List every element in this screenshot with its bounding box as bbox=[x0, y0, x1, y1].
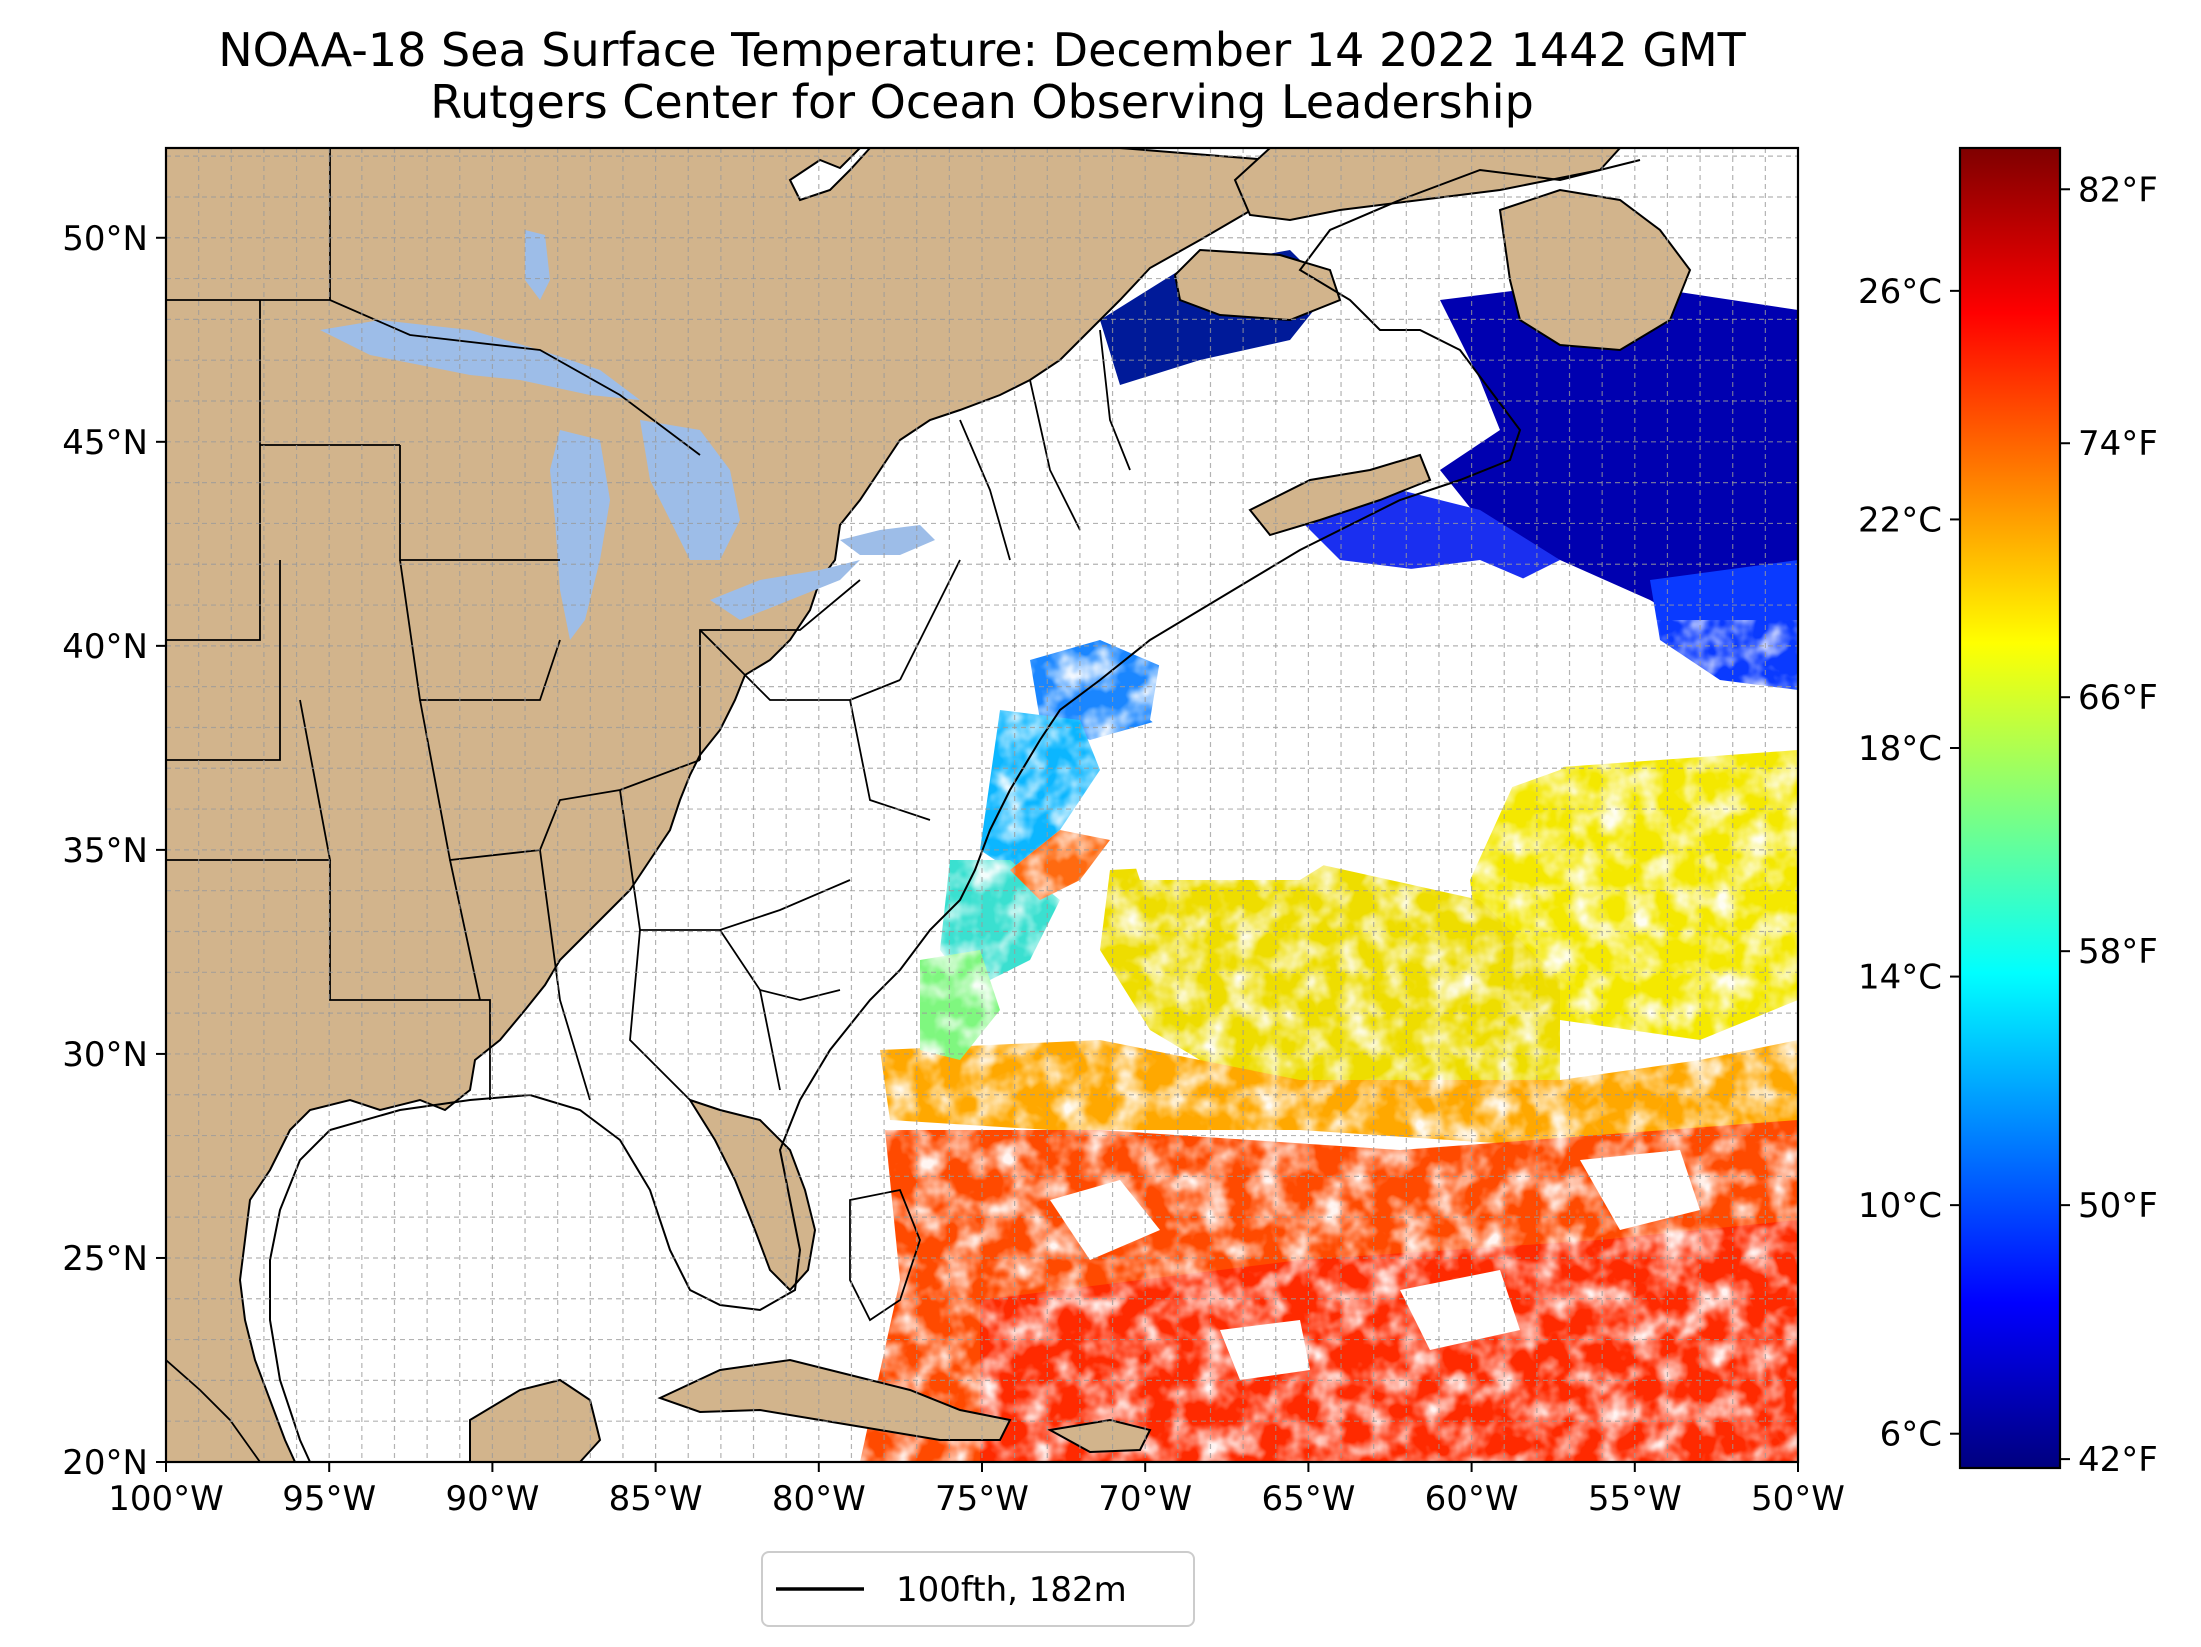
legend-label: 100fth, 182m bbox=[896, 1570, 1127, 1610]
legend: 100fth, 182m bbox=[761, 1551, 1195, 1627]
lat-tick-label: 25°N bbox=[62, 1239, 148, 1279]
sst-cold-scotian-shelf bbox=[1300, 490, 1560, 580]
fahrenheit-tick-label: 66°F bbox=[2078, 678, 2158, 718]
celsius-tick-label: 10°C bbox=[1858, 1186, 1942, 1226]
lon-tick-label: 55°W bbox=[1588, 1479, 1682, 1519]
lat-tick-label: 30°N bbox=[62, 1035, 148, 1075]
colorbar-gradient bbox=[1960, 148, 2060, 1468]
colorbar-celsius-ticks: 6°C 10°C 14°C 18°C 22°C 26°C bbox=[1858, 272, 1960, 1455]
lon-tick-label: 70°W bbox=[1098, 1479, 1192, 1519]
legend-box bbox=[761, 1551, 1195, 1627]
lon-tick-label: 80°W bbox=[772, 1479, 866, 1519]
lake-huron bbox=[640, 420, 740, 560]
colorbar-fahrenheit-ticks: 42°F 50°F 58°F 66°F 74°F 82°F bbox=[2060, 170, 2158, 1480]
chart-title: NOAA-18 Sea Surface Temperature: Decembe… bbox=[218, 23, 1746, 77]
lon-tick-label: 95°W bbox=[282, 1479, 376, 1519]
chart-subtitle: Rutgers Center for Ocean Observing Leade… bbox=[430, 75, 1534, 129]
lake-ontario bbox=[840, 525, 935, 555]
celsius-tick-label: 26°C bbox=[1858, 272, 1942, 312]
lat-tick-label: 50°N bbox=[62, 219, 148, 259]
fahrenheit-tick-label: 42°F bbox=[2078, 1440, 2158, 1480]
graticule bbox=[166, 148, 1798, 1462]
lat-tick-label: 45°N bbox=[62, 423, 148, 463]
lon-tick-label: 85°W bbox=[609, 1479, 703, 1519]
isobath-100-fathom-bahamas bbox=[849, 1188, 921, 1322]
political-boundaries bbox=[166, 148, 1131, 1462]
celsius-tick-label: 22°C bbox=[1858, 500, 1942, 540]
latitude-axis: 20°N 25°N 30°N 35°N 40°N 45°N 50°N bbox=[62, 219, 166, 1483]
lon-tick-label: 65°W bbox=[1261, 1479, 1355, 1519]
celsius-tick-label: 18°C bbox=[1858, 729, 1942, 769]
longitude-axis: 100°W 95°W 90°W 85°W 80°W 75°W 70°W 65°W 60°W 55°… bbox=[108, 1462, 1845, 1519]
lon-tick-label: 90°W bbox=[445, 1479, 539, 1519]
lat-tick-label: 35°N bbox=[62, 831, 148, 871]
fahrenheit-tick-label: 82°F bbox=[2078, 170, 2158, 210]
land-cuba bbox=[657, 1358, 1012, 1441]
colorbar-frame bbox=[1958, 146, 2062, 1470]
fahrenheit-tick-label: 74°F bbox=[2078, 424, 2158, 464]
lon-tick-label: 50°W bbox=[1751, 1479, 1845, 1519]
lake-winnipeg bbox=[525, 230, 550, 300]
land-nova-scotia bbox=[1248, 453, 1432, 537]
lat-tick-label: 40°N bbox=[62, 627, 148, 667]
lon-tick-label: 75°W bbox=[935, 1479, 1029, 1519]
sst-cold-grand-banks bbox=[1440, 280, 1798, 650]
lon-tick-label: 100°W bbox=[108, 1479, 224, 1519]
land-labrador bbox=[1233, 148, 1622, 222]
lon-tick-label: 60°W bbox=[1425, 1479, 1519, 1519]
lake-superior bbox=[320, 320, 640, 400]
celsius-tick-label: 6°C bbox=[1880, 1415, 1942, 1455]
fahrenheit-tick-label: 50°F bbox=[2078, 1186, 2158, 1226]
lat-tick-label: 20°N bbox=[62, 1443, 148, 1483]
celsius-tick-label: 14°C bbox=[1858, 958, 1942, 998]
lake-erie bbox=[710, 560, 860, 620]
colorbar: 6°C 10°C 14°C 18°C 22°C 26°C 42°F 50°F 58°F 66°F… bbox=[1858, 146, 2158, 1480]
isobath-100-fathom bbox=[269, 159, 1641, 1462]
map-area bbox=[166, 148, 1798, 1462]
land-maritimes bbox=[1173, 248, 1342, 322]
fahrenheit-tick-label: 58°F bbox=[2078, 932, 2158, 972]
